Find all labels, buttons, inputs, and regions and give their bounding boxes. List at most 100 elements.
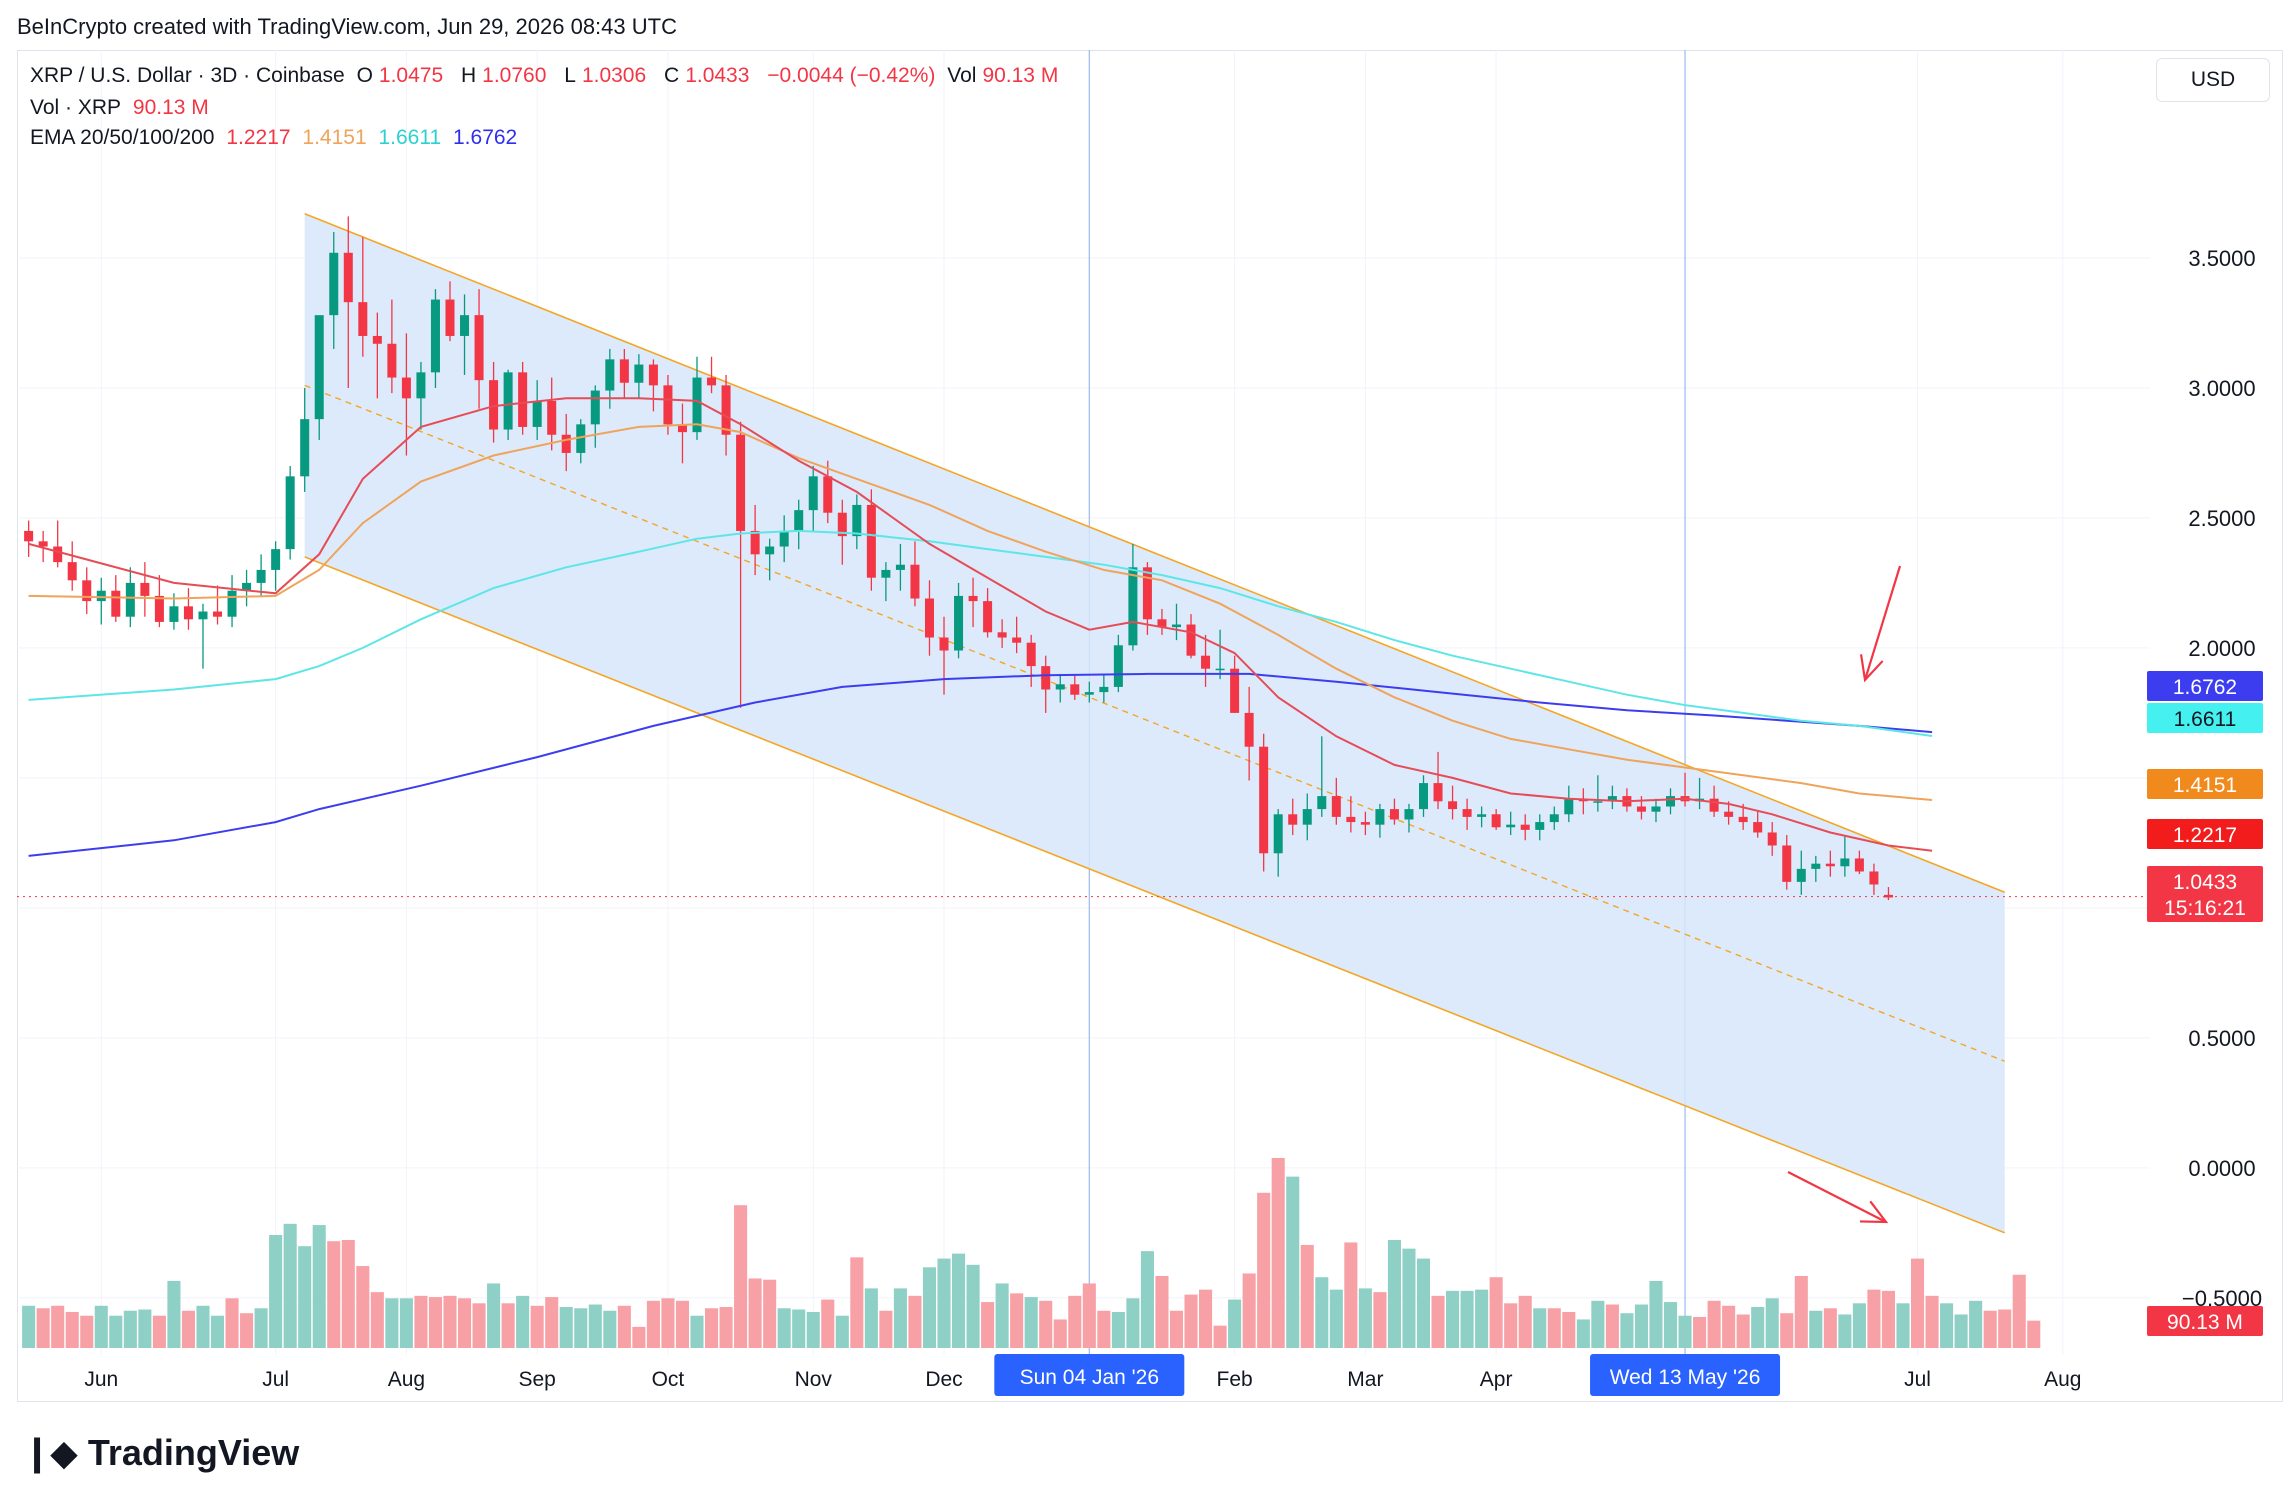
y-tick-label: 2.5000 [2188, 506, 2255, 531]
candle-body [590, 390, 600, 425]
legend-ema-study[interactable]: EMA 20/50/100/200 1.2217 1.4151 1.6611 1… [30, 126, 523, 150]
x-tick-label: Dec [925, 1368, 962, 1391]
volume-study-name: Vol · XRP [30, 96, 122, 119]
candle-body [343, 252, 353, 303]
volume-bar [908, 1295, 922, 1348]
candle-body [183, 606, 193, 620]
volume-bar [269, 1234, 283, 1348]
candle-body [939, 637, 949, 651]
volume-bar [1358, 1288, 1372, 1348]
price-label-ema200: 1.6762 [2173, 676, 2237, 699]
volume-bar [356, 1266, 370, 1348]
x-tick-label: Jul [1904, 1368, 1931, 1391]
volume-bar [80, 1315, 94, 1348]
candle-body [256, 569, 266, 583]
volume-bar [806, 1311, 820, 1348]
candle-body [460, 315, 470, 336]
volume-bar [879, 1310, 893, 1348]
candle-body [1738, 816, 1748, 823]
volume-bar [545, 1297, 559, 1348]
tradingview-logo[interactable]: ❙◆ TradingView [22, 1432, 299, 1474]
volume-bar [995, 1283, 1009, 1348]
x-tick-label: Oct [652, 1368, 685, 1391]
ema50-value: 1.4151 [302, 126, 367, 149]
legend-symbol[interactable]: XRP / U.S. Dollar · 3D · Coinbase [30, 64, 345, 87]
y-tick-label: 3.5000 [2188, 246, 2255, 271]
price-label-countdown: 15:16:21 [2164, 897, 2246, 920]
candle-body [605, 359, 615, 391]
candle-body [968, 595, 978, 602]
candle-body [779, 530, 789, 547]
volume-study-value: 90.13 M [132, 96, 209, 119]
candle-body [547, 400, 557, 435]
volume-bar [1489, 1277, 1503, 1348]
volume-bar [792, 1309, 806, 1348]
price-label-ema200-bg [2147, 671, 2263, 701]
candle-body [1491, 814, 1501, 828]
volume-bar [864, 1288, 878, 1348]
candle-body [1418, 783, 1429, 810]
volume-bar [1228, 1299, 1242, 1348]
volume-bar [1373, 1292, 1387, 1348]
volume-bar [1780, 1313, 1794, 1348]
candle-body [1753, 822, 1763, 833]
candle-body [1128, 567, 1138, 646]
candle-body [1375, 809, 1385, 825]
volume-bar [1794, 1275, 1808, 1348]
volume-bar [1257, 1192, 1271, 1348]
candle-body [1433, 783, 1443, 802]
legend-volume-study[interactable]: Vol · XRP 90.13 M [30, 96, 215, 120]
ema-lines [28, 397, 1933, 857]
candle-body [67, 562, 77, 581]
candle-body [881, 569, 891, 578]
candle-body [1070, 684, 1080, 695]
price-label-ema100: 1.6611 [2174, 708, 2237, 731]
volume-bar [675, 1300, 690, 1348]
volume-bar [370, 1292, 384, 1348]
price-label-ema20-bg [2147, 819, 2263, 849]
candle-body [736, 434, 746, 531]
currency-button[interactable]: USD [2156, 58, 2270, 102]
volume-bar [1010, 1293, 1024, 1348]
volume-bar [487, 1283, 501, 1348]
volume-bar [588, 1304, 602, 1348]
legend-ohlc: XRP / U.S. Dollar · 3D · Coinbase O 1.047… [30, 64, 1070, 88]
candle-body [794, 510, 804, 531]
candle-body [1666, 796, 1676, 807]
channel-upper-line [304, 213, 2005, 894]
channel-lower-line [304, 556, 2005, 1234]
price-label-last-bg [2147, 866, 2263, 896]
candle-body [837, 512, 847, 537]
time-axis: Jun Jul Aug Sep Oct Nov Dec Feb Mar Apr Jul Aug Sun … [84, 1354, 2082, 1396]
volume-bar [1416, 1258, 1431, 1348]
volume-bar [1634, 1304, 1648, 1348]
legend-high: H 1.0760 [461, 64, 552, 87]
volume-bar [1344, 1242, 1358, 1348]
candle-body [1113, 645, 1123, 687]
ema50-line [28, 423, 1933, 801]
volume-bar [574, 1308, 588, 1348]
volume-bar [1431, 1295, 1445, 1348]
ema100-value: 1.6611 [378, 126, 442, 149]
volume-bar [1199, 1289, 1213, 1348]
y-tick-label: 0.0000 [2188, 1156, 2255, 1181]
volume-bar [254, 1308, 268, 1348]
volume-bar [196, 1305, 210, 1348]
x-tick-label: Nov [795, 1368, 833, 1391]
candle-body [648, 364, 658, 386]
candle-body [1593, 801, 1603, 803]
crosshair-time-label: Sun 04 Jan '26 [1020, 1366, 1159, 1389]
candle-body [1462, 809, 1472, 817]
candle-body [1215, 668, 1225, 671]
volume-bar [138, 1309, 152, 1348]
ema200-value: 1.6762 [453, 126, 518, 149]
volume-bar [952, 1253, 966, 1348]
candle-body [1636, 806, 1646, 812]
close-value: 1.0433 [685, 64, 750, 87]
legend-low: L 1.0306 [564, 64, 652, 87]
volume-bar [1053, 1319, 1067, 1348]
legend-volume: Vol 90.13 M [947, 64, 1064, 87]
price-label-volume-bg [2147, 1306, 2263, 1336]
candle-body [1840, 858, 1850, 867]
